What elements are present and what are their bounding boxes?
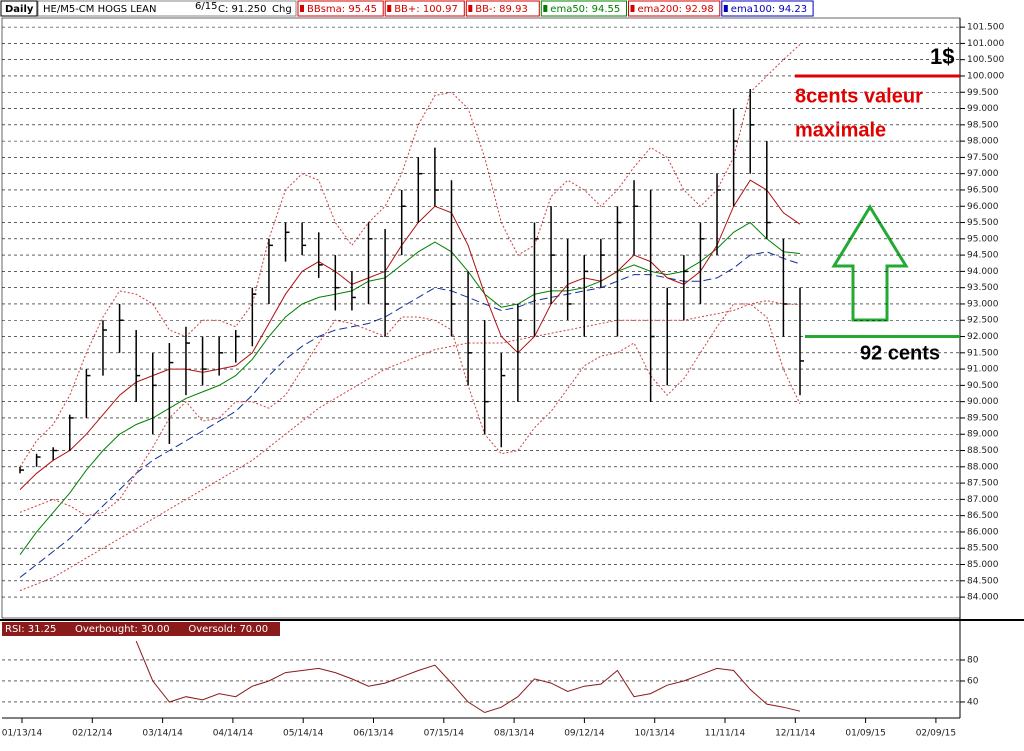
annotation: 92 cents	[860, 342, 940, 364]
x-tick-label: 03/14/14	[142, 729, 183, 739]
rsi-legend-label: Oversold: 70.00	[188, 624, 268, 635]
y-tick-label: 95.500	[967, 218, 999, 228]
indicator-label: ema50: 94.55	[550, 4, 620, 15]
x-tick-label: 07/15/14	[424, 729, 465, 739]
close: C: 91.250	[218, 4, 267, 15]
indicator-label: BB+: 100.97	[394, 4, 458, 15]
x-tick-label: 01/09/15	[845, 729, 885, 739]
y-tick-label: 95.000	[967, 234, 999, 244]
y-tick-label: 85.500	[967, 544, 999, 554]
up-arrow	[831, 204, 909, 322]
indicator-box	[721, 0, 814, 17]
indicator-label: ema200: 92.98	[638, 4, 714, 15]
indicator-box	[384, 0, 465, 17]
plot: 84.000 84.500 85.000 85.500 86.000 86.500 87.0…	[2, 23, 1005, 739]
y-tick-label: 88.500	[967, 446, 999, 456]
change: Chg	[272, 4, 292, 15]
indicator-box	[540, 0, 627, 17]
indicator-box	[297, 0, 384, 17]
indicator-line	[19, 179, 801, 490]
symbol-box	[37, 0, 297, 17]
x-tick-label: 01/13/14	[2, 729, 43, 739]
indicator-arrow	[300, 5, 304, 12]
y-tick-label: 101.500	[967, 23, 1004, 33]
symbol: HE/M5-CM HOGS LEAN	[43, 4, 156, 15]
indicator-line	[19, 300, 801, 592]
y-tick-label: 84.500	[967, 576, 999, 586]
y-tick-label: 101.000	[967, 39, 1004, 49]
indicator-arrow	[468, 5, 473, 12]
annotation: 8cents valeur	[795, 85, 923, 107]
indicator-line	[19, 221, 801, 555]
y-tick-label: 84.000	[967, 593, 999, 603]
indicator-arrow	[723, 5, 728, 12]
annotation: 1$	[930, 44, 954, 69]
x-tick-label: 09/12/14	[564, 729, 605, 739]
y-tick-label: 60	[967, 676, 979, 686]
y-tick-label: 94.000	[967, 267, 999, 277]
y-tick-label: 91.000	[967, 365, 999, 375]
rsi-legend: RSI: 31.25 Overbought: 30.00 Oversold: 70.…	[5, 624, 268, 635]
y-tick-label: 88.000	[967, 462, 999, 472]
y-tick-label: 90.000	[967, 397, 999, 407]
rsi-legend-label: RSI: 31.25	[5, 624, 56, 635]
y-tick-label: 96.000	[967, 202, 999, 212]
y-tick-label: 98.000	[967, 137, 999, 147]
y-tick-label: 93.500	[967, 283, 999, 293]
y-tick-label: 86.500	[967, 511, 999, 521]
y-tick-label: 93.000	[967, 299, 999, 309]
y-tick-label: 100.000	[967, 71, 1004, 81]
y-tick-label: 89.500	[967, 413, 999, 423]
period: Daily	[5, 4, 34, 15]
indicator-box	[628, 0, 721, 17]
rsi-line	[135, 640, 801, 714]
date: 6/15	[195, 1, 217, 12]
period-box	[0, 0, 38, 17]
y-tick-label: 99.000	[967, 104, 999, 114]
header: Daily HE/M5-CM HOGS LEAN 6/15 C: 91.250 …	[0, 0, 814, 17]
y-tick-label: 80	[967, 655, 979, 665]
x-tick-label: 08/13/14	[494, 729, 535, 739]
y-tick-label: 91.500	[967, 348, 999, 358]
indicator-arrow	[387, 5, 392, 12]
indicator-arrow	[543, 5, 548, 12]
x-tick-label: 02/09/15	[916, 729, 956, 739]
indicator-label: BBsma: 95.45	[307, 4, 377, 15]
x-tick-label: 02/12/14	[72, 729, 113, 739]
x-tick-label: 11/11/14	[705, 729, 746, 739]
indicator-label: ema100: 94.23	[731, 4, 807, 15]
y-tick-label: 87.500	[967, 479, 999, 489]
y-tick-label: 87.000	[967, 495, 999, 505]
annotation: maximale	[795, 119, 886, 141]
y-tick-label: 85.000	[967, 560, 999, 570]
x-tick-label: 10/13/14	[634, 729, 675, 739]
y-tick-label: 86.000	[967, 527, 999, 537]
indicator-arrow	[630, 5, 635, 12]
y-tick-label: 99.500	[967, 88, 999, 98]
x-tick-label: 05/14/14	[283, 729, 324, 739]
y-tick-label: 97.000	[967, 169, 999, 179]
rsi-legend-label: Overbought: 30.00	[75, 624, 170, 635]
indicator-box	[465, 0, 540, 17]
y-tick-label: 89.000	[967, 430, 999, 440]
x-tick-label: 12/11/14	[775, 729, 816, 739]
y-tick-label: 100.500	[967, 55, 1004, 65]
y-tick-label: 90.500	[967, 381, 999, 391]
indicator-line	[19, 44, 801, 468]
x-tick-label: 06/13/14	[353, 729, 394, 739]
indicator-legend: BBsma: 95.45 BB+: 100.97 BB-: 89.93 ema50: …	[297, 0, 814, 17]
x-tick-label: 04/14/14	[213, 729, 254, 739]
rsi-legend-box	[2, 622, 280, 636]
y-tick-label: 94.500	[967, 251, 999, 261]
indicator-label: BB-: 89.93	[475, 4, 528, 15]
y-tick-label: 92.500	[967, 316, 999, 326]
y-tick-label: 98.500	[967, 120, 999, 130]
y-tick-label: 92.000	[967, 332, 999, 342]
y-tick-label: 96.500	[967, 185, 999, 195]
y-tick-label: 40	[967, 697, 979, 707]
indicator-line	[19, 303, 801, 517]
y-tick-label: 97.500	[967, 153, 999, 163]
